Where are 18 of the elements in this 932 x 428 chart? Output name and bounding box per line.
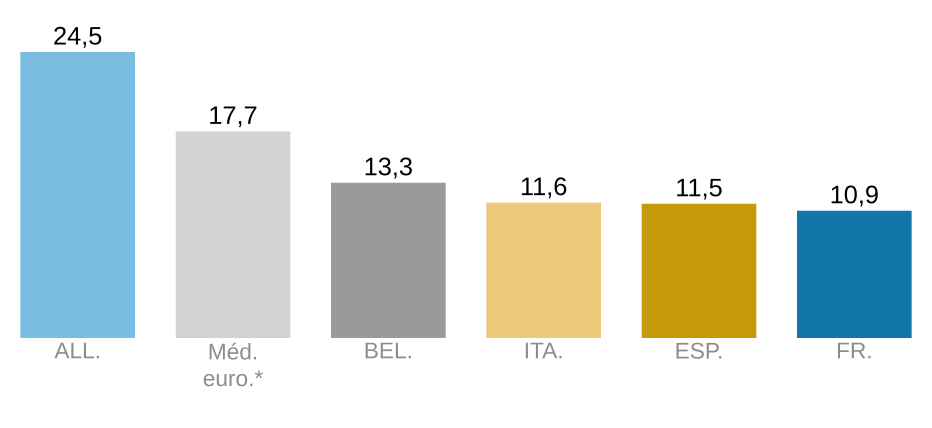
data-label: 17,7 bbox=[210, 106, 256, 128]
data-label: 10,9 bbox=[832, 186, 878, 206]
data-label: 11,5 bbox=[677, 178, 722, 200]
data-label: 11,6 bbox=[522, 177, 566, 198]
bar bbox=[20, 52, 136, 338]
x-tick-label: ESP. bbox=[676, 342, 722, 359]
x-tick-label: ITA. bbox=[526, 342, 562, 358]
data-label: 13,3 bbox=[366, 158, 412, 178]
bar bbox=[331, 182, 446, 338]
bar bbox=[796, 210, 912, 338]
x-tick-label: Méd. euro.* bbox=[204, 342, 263, 386]
data-label: 24,5 bbox=[54, 26, 102, 48]
x-tick-label: FR. bbox=[838, 342, 871, 358]
bar bbox=[642, 204, 756, 338]
bar bbox=[486, 202, 601, 338]
bar bbox=[176, 131, 290, 338]
x-tick-label: BEL. bbox=[366, 342, 411, 358]
x-tick-label: ALL. bbox=[54, 342, 99, 358]
